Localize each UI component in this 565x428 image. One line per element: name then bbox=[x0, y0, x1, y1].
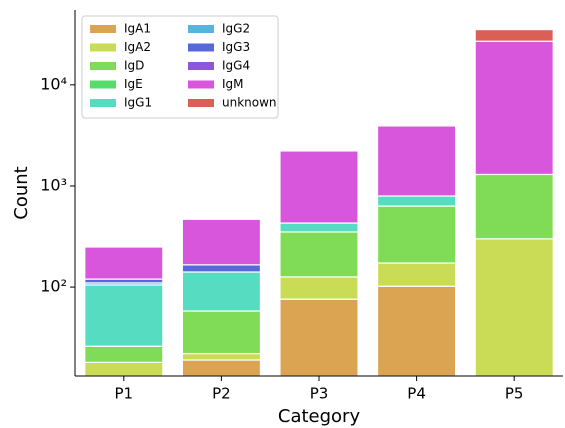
x-axis-label: Category bbox=[278, 406, 361, 427]
legend-label: IgG2 bbox=[222, 22, 250, 36]
bar-segment bbox=[279, 231, 359, 278]
bar-segment bbox=[279, 298, 359, 377]
x-tick-label: P1 bbox=[115, 385, 134, 403]
legend-swatch bbox=[90, 25, 116, 33]
bar-segment bbox=[279, 276, 359, 300]
y-tick-label: 10² bbox=[40, 277, 67, 296]
x-tick-label: P4 bbox=[407, 385, 426, 403]
bar-segment bbox=[474, 173, 554, 240]
bar-segment bbox=[84, 361, 164, 377]
y-tick-label: 10⁴ bbox=[40, 74, 67, 93]
bar-segment bbox=[84, 345, 164, 363]
bar-segment bbox=[376, 285, 457, 377]
bar-segment bbox=[474, 238, 554, 377]
x-tick-label: P5 bbox=[505, 385, 524, 403]
legend-box bbox=[81, 15, 279, 119]
x-tick-label: P2 bbox=[212, 385, 231, 403]
legend-label: IgE bbox=[124, 77, 143, 91]
legend-label: IgA1 bbox=[124, 22, 151, 36]
legend-swatch bbox=[188, 80, 214, 89]
legend-label: IgA2 bbox=[124, 40, 151, 54]
bar-segment bbox=[181, 218, 262, 266]
legend-swatch bbox=[188, 43, 214, 52]
bar-segment bbox=[376, 205, 457, 264]
bar-segment bbox=[181, 352, 262, 361]
bar-segment bbox=[279, 222, 359, 233]
legend-label: IgG3 bbox=[222, 40, 250, 54]
bar-segment bbox=[279, 150, 359, 224]
bar-segment bbox=[376, 125, 457, 197]
legend-label: IgD bbox=[124, 59, 144, 73]
legend-label: IgG1 bbox=[124, 96, 152, 110]
bar-segment bbox=[84, 284, 164, 347]
legend-swatch bbox=[90, 43, 116, 52]
y-tick-label: 10³ bbox=[40, 175, 67, 194]
y-axis-label: Count bbox=[11, 166, 32, 219]
bar-segment bbox=[376, 262, 457, 287]
bar-segment bbox=[84, 246, 164, 280]
bar-segment bbox=[181, 264, 262, 273]
legend-swatch bbox=[90, 80, 116, 89]
legend-swatch bbox=[90, 99, 116, 107]
legend-label: IgG4 bbox=[222, 59, 250, 73]
bar-segment bbox=[474, 28, 554, 42]
bar-segment bbox=[474, 40, 554, 176]
bar-segment bbox=[181, 271, 262, 312]
legend-swatch bbox=[188, 99, 214, 107]
bar-segment bbox=[376, 195, 457, 207]
legend-swatch bbox=[188, 62, 214, 70]
bar-segment bbox=[181, 359, 262, 377]
bar-segment bbox=[181, 310, 262, 355]
legend-label: IgM bbox=[222, 77, 244, 91]
x-tick-label: P3 bbox=[310, 385, 329, 403]
legend-label: unknown bbox=[222, 96, 277, 110]
legend-swatch bbox=[90, 62, 116, 70]
legend-swatch bbox=[188, 25, 214, 33]
